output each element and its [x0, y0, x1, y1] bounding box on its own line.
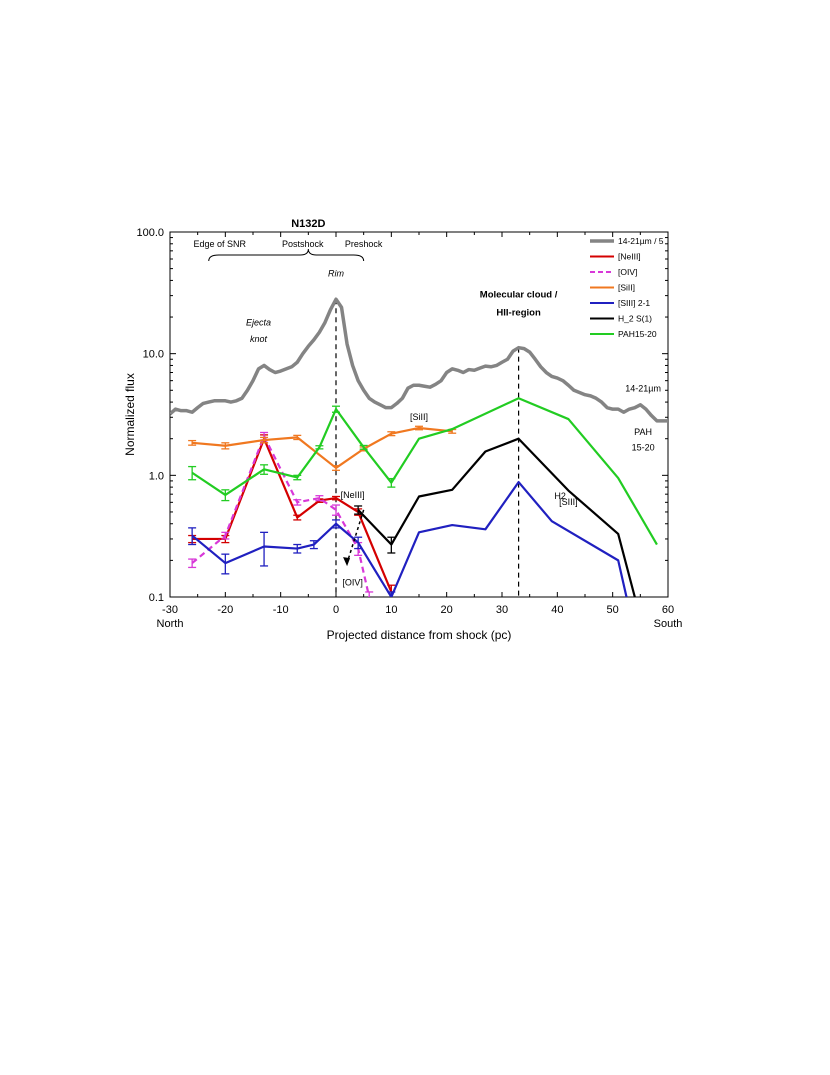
legend-item-pah15-20: PAH15-20 [590, 329, 657, 339]
legend-item-siii-2-1: [SIII] 2-1 [590, 298, 650, 308]
series-line-oiv [191, 435, 371, 597]
x-tick-label: 50 [607, 604, 619, 616]
y-tick-label: 10.0 [143, 349, 164, 361]
annotation-n132d: N132D [291, 218, 325, 230]
legend-label: H_2 S(1) [618, 314, 652, 324]
annotation-14-21-m: 14-21µm [625, 383, 661, 393]
series-h-2-s-1 [354, 437, 636, 597]
legend-item-h-2-s-1: H_2 S(1) [590, 314, 652, 324]
oiv-arrow [343, 509, 365, 567]
series-pah15-20 [188, 397, 658, 546]
annotation-molecular-cloud: Molecular cloud / [480, 289, 558, 300]
y-tick-label: 1.0 [149, 470, 164, 482]
annotation-neiii: [NeIII] [341, 490, 365, 500]
x-tick-label: 40 [551, 604, 563, 616]
legend-label: PAH15-20 [618, 329, 657, 339]
series-14-21-m-5 [170, 297, 668, 423]
x-axis-label: Projected distance from shock (pc) [327, 628, 512, 642]
annotation-postshock: Postshock [282, 239, 324, 249]
x-tick-label: 0 [333, 604, 339, 616]
series-oiv [188, 431, 374, 597]
legend-label: [SiII] [618, 283, 635, 293]
legend-item-neiii: [NeIII] [590, 252, 641, 262]
series-siii-2-1 [188, 480, 628, 597]
legend-item-14-21-m-5: 14-21µm / 5 [590, 236, 664, 246]
x-tick-label: -10 [273, 604, 289, 616]
x-tick-label: 20 [441, 604, 453, 616]
y-tick-label: 100.0 [136, 227, 164, 239]
annotation-siii: [SIII] [559, 497, 578, 507]
legend-label: [OIV] [618, 267, 637, 277]
north-label: North [157, 618, 184, 630]
y-tick-label: 0.1 [149, 592, 164, 604]
annotation-preshock: Preshock [345, 239, 383, 249]
annotation-rim: Rim [328, 269, 344, 279]
annotation-ejecta: Ejecta [246, 318, 271, 328]
series-line-pah15-20 [191, 397, 658, 546]
south-label: South [654, 618, 683, 630]
legend-item-siii: [SiII] [590, 283, 635, 293]
legend-label: [NeIII] [618, 252, 641, 262]
series-line-14-21-m-5 [170, 297, 668, 423]
annotation-oiv: [OIV] [342, 578, 363, 588]
annotation-pah: PAH [634, 427, 652, 437]
legend-item-oiv: [OIV] [590, 267, 637, 277]
annotation-h2: H2 [554, 491, 566, 501]
arrow-head [343, 557, 351, 567]
series-line-neiii [192, 437, 393, 593]
annotation-edge-of-snr: Edge of SNR [194, 239, 247, 249]
annotation-siii: [SiII] [410, 412, 428, 422]
x-tick-label: 30 [496, 604, 508, 616]
x-tick-label: 60 [662, 604, 674, 616]
legend-label: [SIII] 2-1 [618, 298, 650, 308]
series-line-siii-2-1 [191, 480, 628, 597]
annotation-knot: knot [250, 334, 268, 344]
x-tick-label: -20 [217, 604, 233, 616]
annotation-hii-region: HII-region [496, 308, 541, 319]
y-axis-label: Normalized flux [123, 373, 137, 456]
x-tick-label: -30 [162, 604, 178, 616]
x-tick-label: 10 [385, 604, 397, 616]
annotation-15-20: 15-20 [632, 442, 655, 452]
legend-label: 14-21µm / 5 [618, 236, 664, 246]
series-line-h-2-s-1 [357, 437, 636, 597]
n132d-brace [208, 248, 365, 262]
